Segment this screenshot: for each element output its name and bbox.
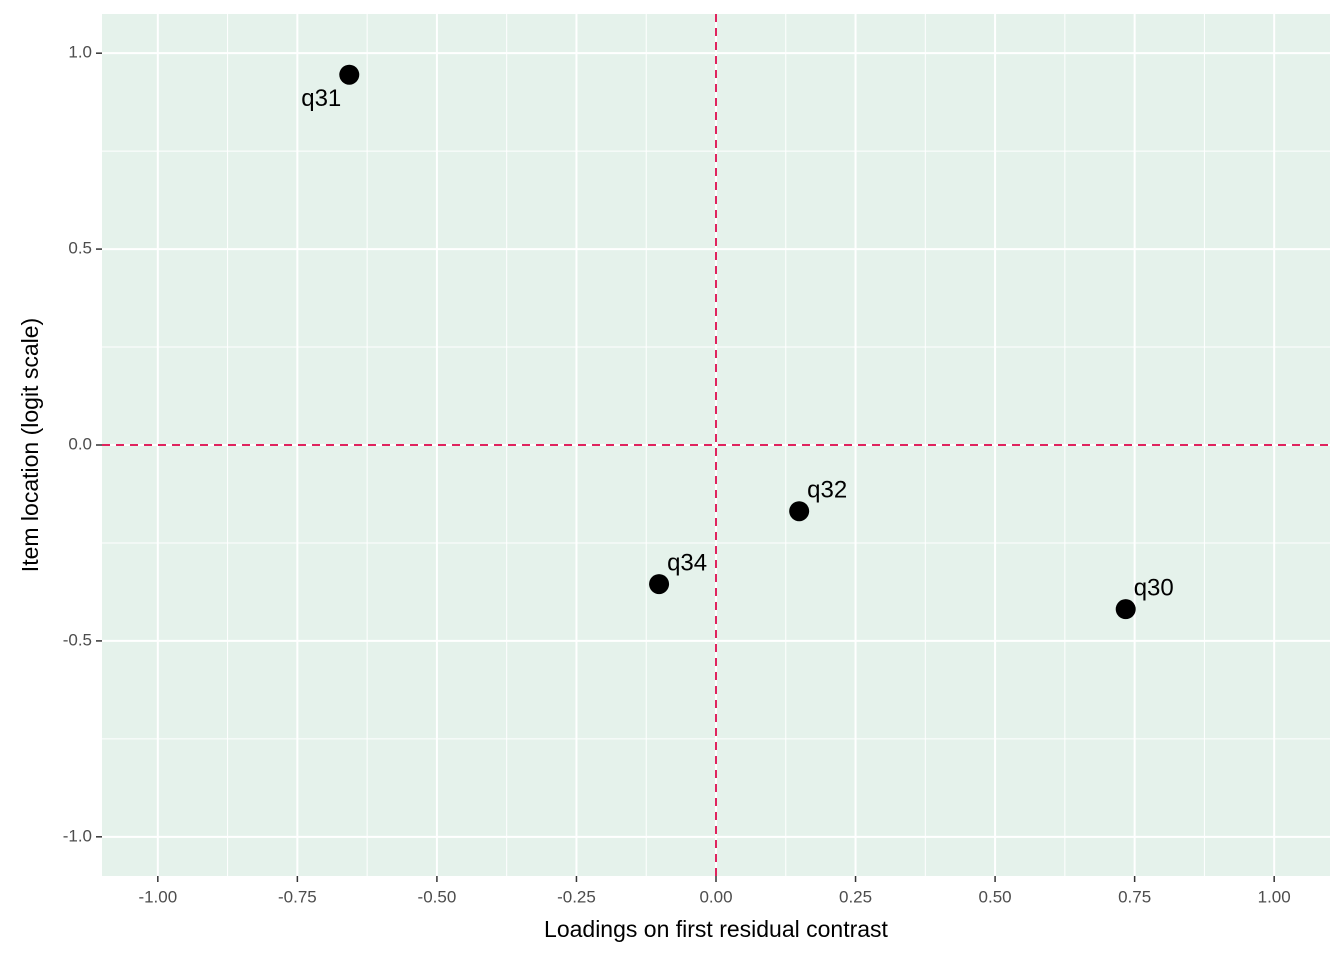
x-axis-title: Loadings on first residual contrast (544, 916, 889, 942)
x-tick-label: 0.25 (839, 887, 872, 906)
point (1115, 599, 1136, 620)
x-tick-label: -0.50 (418, 887, 457, 906)
point (789, 501, 810, 522)
x-tick-label: 1.00 (1258, 887, 1291, 906)
point-label: q31 (301, 85, 341, 112)
point-label: q30 (1134, 575, 1174, 602)
point (649, 574, 670, 595)
y-tick-label: 0.5 (68, 239, 92, 258)
y-tick-label: 0.0 (68, 434, 92, 453)
x-tick-label: -1.00 (138, 887, 177, 906)
x-tick-label: -0.25 (557, 887, 596, 906)
x-tick-label: 0.75 (1118, 887, 1151, 906)
x-tick-label: 0.50 (979, 887, 1012, 906)
y-axis-title: Item location (logit scale) (17, 318, 43, 572)
point (339, 64, 360, 85)
x-tick-label: -0.75 (278, 887, 317, 906)
point-label: q32 (807, 477, 847, 504)
y-tick-label: -1.0 (63, 826, 92, 845)
x-tick-label: 0.00 (699, 887, 732, 906)
y-tick-label: 1.0 (68, 43, 92, 62)
point-label: q34 (667, 549, 707, 576)
y-tick-label: -0.5 (63, 630, 92, 649)
